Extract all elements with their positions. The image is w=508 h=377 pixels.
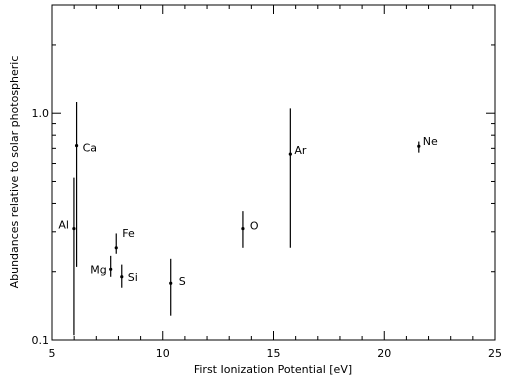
point-label-mg: Mg	[90, 263, 106, 276]
y-tick-label: 0.1	[32, 334, 50, 347]
data-point-ne	[417, 144, 421, 148]
y-tick-label: 1.0	[32, 107, 50, 120]
x-tick-label: 25	[488, 347, 502, 360]
point-label-ar: Ar	[294, 144, 307, 157]
x-axis: 5 10 15 20 25	[49, 5, 502, 360]
x-axis-label: First Ionization Potential [eV]	[194, 363, 352, 376]
point-label-si: Si	[128, 271, 138, 284]
point-label-fe: Fe	[122, 227, 135, 240]
x-tick-label: 5	[49, 347, 56, 360]
data-point-s	[169, 281, 173, 285]
data-point-o	[241, 226, 245, 231]
data-point-mg	[109, 267, 113, 271]
point-label-al: Al	[58, 219, 69, 232]
x-tick-label: 15	[267, 347, 281, 360]
x-tick-label: 20	[377, 347, 391, 360]
point-label-ca: Ca	[83, 142, 97, 155]
point-label-s: S	[179, 275, 186, 288]
data-point-ca	[74, 143, 79, 148]
data-point-si	[120, 275, 124, 279]
y-axis: 0.1 1.0	[32, 4, 495, 347]
plot-frame	[51, 4, 496, 341]
data-point-ar	[288, 152, 292, 156]
x-tick-label: 10	[156, 347, 170, 360]
data-marks: Al Ca Fe Mg Si S O Ar Ne	[58, 102, 438, 336]
data-point-al	[72, 226, 76, 231]
point-label-o: O	[250, 220, 259, 233]
data-point-fe	[114, 246, 118, 250]
y-axis-label: Abundances relative to solar photospheri…	[8, 56, 21, 289]
point-label-ne: Ne	[423, 135, 438, 148]
